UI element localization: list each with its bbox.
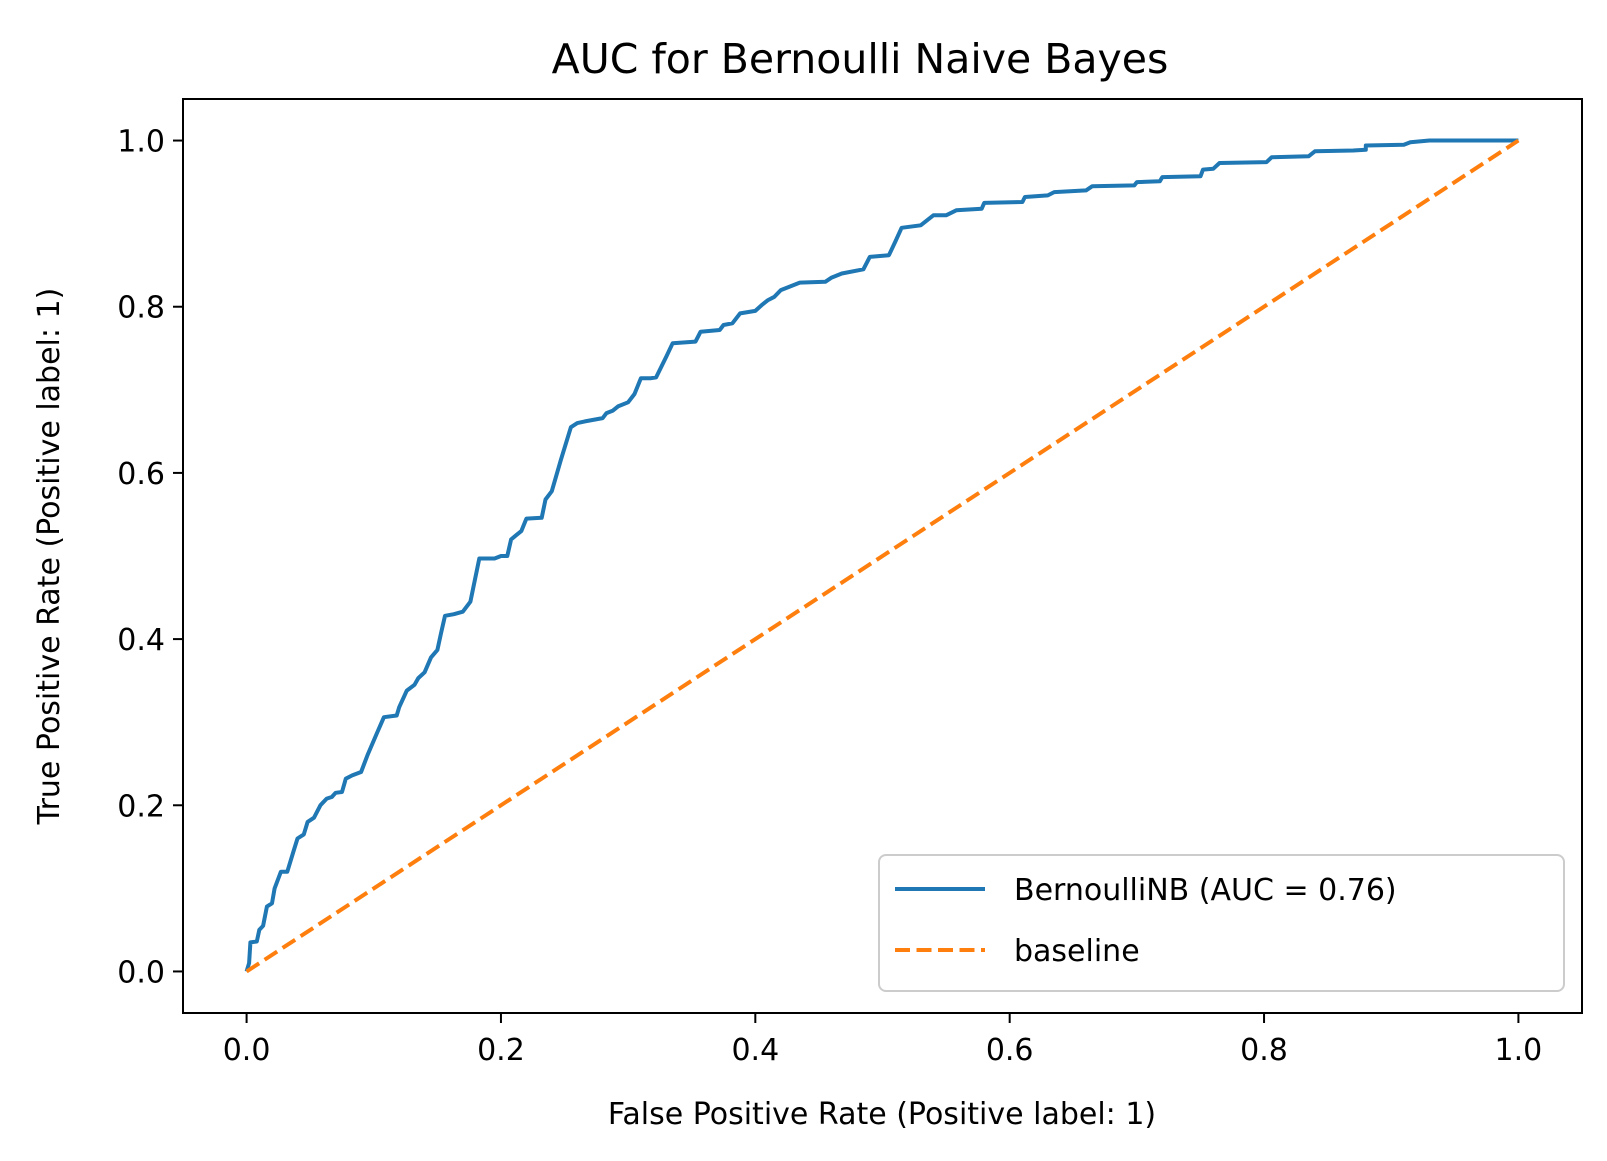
- series-line-baseline: [245, 138, 1520, 974]
- chart-title: AUC for Bernoulli Naive Bayes: [552, 35, 1169, 83]
- x-axis: 0.0 0.2 0.4 0.6 0.8 1.0: [223, 1013, 1543, 1068]
- x-tick-label: 0.6: [986, 1033, 1034, 1068]
- y-tick-label: 0.2: [117, 789, 165, 824]
- legend-label-baseline: baseline: [1014, 934, 1140, 969]
- y-tick-label: 0.0: [117, 955, 165, 990]
- legend: BernoulliNB (AUC = 0.76) baseline: [878, 854, 1565, 992]
- y-axis-label: True Positive Rate (Positive label: 1): [32, 288, 67, 826]
- y-tick-label: 0.4: [117, 623, 165, 658]
- y-tick-label: 0.8: [117, 291, 165, 326]
- axes-frame: [182, 98, 1583, 1014]
- plot-area: [182, 98, 1583, 1014]
- x-tick-label: 0.4: [731, 1033, 779, 1068]
- x-axis-label: False Positive Rate (Positive label: 1): [608, 1097, 1156, 1132]
- series-line-bernoullinb: [244, 138, 1519, 973]
- x-tick-label: 0.8: [1240, 1033, 1288, 1068]
- x-tick-label: 0.2: [477, 1033, 525, 1068]
- legend-box: [878, 854, 1565, 992]
- legend-label-bernoullinb: BernoulliNB (AUC = 0.76): [1014, 873, 1397, 908]
- x-tick-label: 0.0: [223, 1033, 271, 1068]
- y-tick-label: 1.0: [117, 125, 165, 160]
- curves-layer: [244, 138, 1520, 974]
- y-tick-label: 0.6: [117, 457, 165, 492]
- y-axis: 0.0 0.2 0.4 0.6 0.8 1.0: [117, 125, 183, 990]
- x-tick-label: 1.0: [1495, 1033, 1543, 1068]
